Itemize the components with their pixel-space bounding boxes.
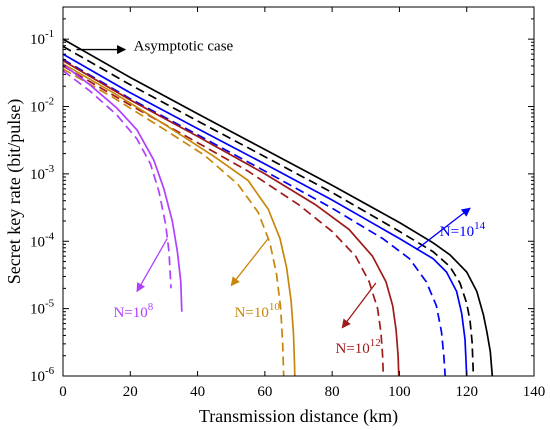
- x-axis-title: Transmission distance (km): [199, 406, 398, 427]
- y-tick-label: 10-6: [30, 365, 55, 385]
- annotation-label: N=1012: [336, 337, 381, 357]
- annotation-label: Asymptotic case: [134, 38, 234, 54]
- x-tick-label: 140: [523, 384, 546, 400]
- y-tick-label: 10-5: [30, 298, 55, 318]
- series-line-0: [62, 38, 494, 377]
- x-tick-label: 0: [59, 384, 67, 400]
- y-tick-label: 10-1: [30, 28, 54, 48]
- x-tick-label: 120: [455, 384, 478, 400]
- annotation-label: N=108: [113, 301, 153, 321]
- annotation-arrow: [341, 282, 377, 329]
- plot-frame: [62, 6, 535, 377]
- axis-layer: 0 20 40 60 80 100 120 140 10-6 10-5 10-4 10-3 10-2 10…: [30, 7, 545, 400]
- annotation-label: N=1010: [235, 301, 281, 321]
- series-line-7: [62, 68, 285, 377]
- series-line-2: [62, 53, 468, 377]
- series-line-4: [62, 59, 400, 377]
- y-axis-title: Secret key rate (bit/pulse): [4, 99, 25, 284]
- y-tick-label: 10-4: [30, 230, 55, 250]
- annotation-arrow: [136, 238, 168, 293]
- series-line-6: [62, 63, 296, 377]
- series-line-3: [62, 58, 447, 377]
- x-tick-label: 20: [123, 384, 138, 400]
- annotation-layer: Asymptotic case N=1014 N=1012 N=1010 N=108: [76, 38, 486, 357]
- series-line-9: [62, 70, 172, 289]
- annotation-label: N=1014: [440, 220, 486, 240]
- annotation-arrow: [230, 238, 269, 287]
- series-line-5: [62, 65, 385, 377]
- x-tick-label: 60: [257, 384, 272, 400]
- annotation-arrow: [415, 207, 471, 251]
- series-line-1: [62, 45, 475, 377]
- y-tick-label: 10-3: [30, 163, 55, 183]
- x-tick-label: 40: [190, 384, 205, 400]
- series-line-8: [62, 63, 183, 312]
- y-tick-label: 10-2: [30, 96, 54, 116]
- x-tick-label: 100: [388, 384, 411, 400]
- series-layer: [62, 38, 494, 377]
- x-tick-label: 80: [325, 384, 340, 400]
